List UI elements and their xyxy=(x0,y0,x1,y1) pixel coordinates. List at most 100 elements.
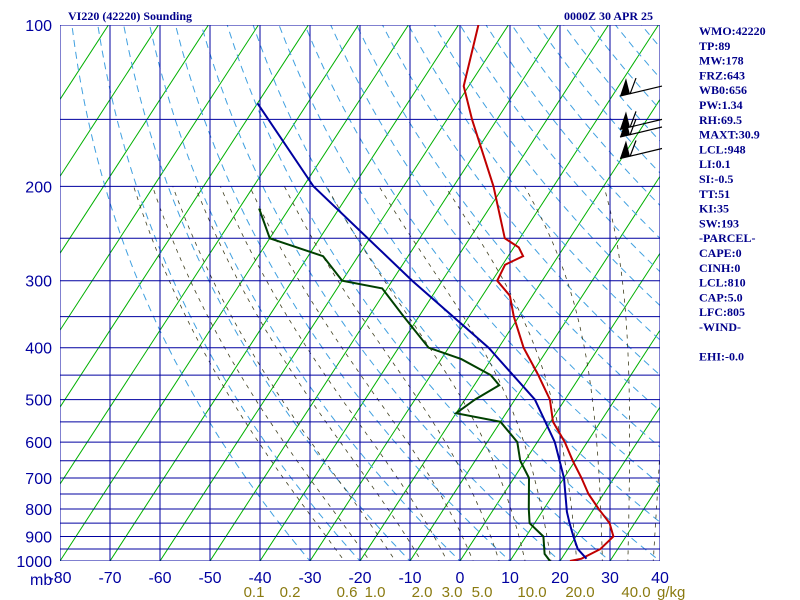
index-line: FRZ:643 xyxy=(699,68,745,82)
index-line: KI:35 xyxy=(699,202,729,216)
dry-adiabat-line xyxy=(252,25,660,561)
index-line: TP:89 xyxy=(699,39,730,53)
temperature-tick-label: 30 xyxy=(601,570,619,587)
index-line: EHI:-0.0 xyxy=(699,350,744,364)
index-line: LCL:810 xyxy=(699,276,746,290)
isotherm-line xyxy=(459,252,660,561)
pressure-tick-label: 400 xyxy=(25,341,52,358)
sounding-profiles xyxy=(256,25,615,561)
index-line: CAPE:0 xyxy=(699,246,742,260)
pressure-tick-label: 600 xyxy=(25,435,52,452)
pressure-temperature-grid xyxy=(60,25,660,561)
index-line: LFC:805 xyxy=(699,305,745,319)
pressure-tick-label: 500 xyxy=(25,393,52,410)
moist-adiabat-line xyxy=(652,445,660,561)
index-line: -PARCEL- xyxy=(699,231,755,245)
index-line: WMO:42220 xyxy=(699,24,766,38)
isotherm-line xyxy=(509,329,660,561)
dry-adiabats xyxy=(71,25,660,561)
mixing-ratio-label: 0.6 xyxy=(337,584,358,600)
wind-barb-flag xyxy=(620,111,630,130)
wind-barb xyxy=(619,118,663,138)
stability-indices-panel: WMO:42220TP:89MW:178FRZ:643WB0:656PW:1.3… xyxy=(699,24,766,364)
index-line: MW:178 xyxy=(699,54,744,68)
dry-adiabat-line xyxy=(330,25,660,448)
index-line: -WIND- xyxy=(699,320,741,334)
mixing-ratio-label: 10.0 xyxy=(517,584,546,600)
pressure-tick-label: 300 xyxy=(25,274,52,291)
wind-barb-feather xyxy=(629,140,637,157)
temperature-tick-label: -20 xyxy=(348,570,371,587)
index-line: MAXT:30.9 xyxy=(699,128,760,142)
isotherm-line xyxy=(60,25,309,409)
isotherm-line xyxy=(60,25,159,178)
dry-adiabat-line xyxy=(149,25,461,561)
mixing-ratio-labels: 0.1 0.2 0.6 1.0 2.0 3.0 5.0 10.0 20.0 40.0 xyxy=(244,584,651,600)
temperature-tick-label: -30 xyxy=(298,570,321,587)
isotherm-line xyxy=(60,25,359,485)
moist-adiabat-line xyxy=(326,186,526,561)
moist-adiabat-line xyxy=(603,186,630,561)
pressure-axis-labels: 100 200 300 400 500 600 700 800 900 1000 xyxy=(16,18,52,571)
pressure-tick-label: 1000 xyxy=(16,554,52,571)
wind-barbs xyxy=(619,77,663,160)
index-line: SW:193 xyxy=(699,216,739,230)
index-line: CINH:0 xyxy=(699,261,740,275)
sounding-time: 0000Z 30 APR 25 xyxy=(564,9,653,23)
temperature-tick-label: 20 xyxy=(551,570,569,587)
mixing-ratio-unit-label: g/kg xyxy=(657,584,685,600)
temperature-tick-label: -70 xyxy=(98,570,121,587)
moist-adiabat-line xyxy=(220,186,448,561)
parcel-profile xyxy=(256,102,588,560)
moist-adiabat-line xyxy=(249,186,474,561)
dry-adiabat-line xyxy=(97,25,361,561)
index-line: PW:1.34 xyxy=(699,98,743,112)
moist-adiabat-line xyxy=(172,186,396,561)
wind-barb-flag xyxy=(620,140,630,159)
moist-adiabat-line xyxy=(444,186,578,561)
index-line: LCL:948 xyxy=(699,142,746,156)
mixing-ratio-label: 5.0 xyxy=(472,584,493,600)
dry-adiabat-line xyxy=(174,25,511,561)
isotherm-line xyxy=(209,25,559,561)
temperature-tick-label: -50 xyxy=(198,570,221,587)
temperature-tick-label: 40 xyxy=(651,570,669,587)
mixing-ratio-label: 40.0 xyxy=(621,584,650,600)
dry-adiabat-line xyxy=(588,25,660,111)
index-line: TT:51 xyxy=(699,187,730,201)
mixing-ratio-label: 0.2 xyxy=(280,584,301,600)
mixing-ratio-label: 20.0 xyxy=(565,584,594,600)
dry-adiabat-line xyxy=(200,25,561,561)
temperature-axis-labels: -80 -70 -60 -50 -40 -30 -20 -10 0 10 20 30 40 xyxy=(48,570,669,587)
wind-barb-flag xyxy=(620,119,630,138)
wind-barb-feather xyxy=(629,111,637,128)
mixing-ratio-label: 0.1 xyxy=(244,584,265,600)
mixing-ratio-label: 1.0 xyxy=(365,584,386,600)
pressure-tick-label: 800 xyxy=(25,502,52,519)
temperature-tick-label: 0 xyxy=(456,570,465,587)
moist-adiabat-line xyxy=(194,186,422,561)
mixing-ratio-label: 2.0 xyxy=(412,584,433,600)
moist-adiabat-line xyxy=(524,186,603,561)
temperature-profile xyxy=(462,25,615,561)
index-line: SI:-0.5 xyxy=(699,172,733,186)
dry-adiabat-line xyxy=(511,25,660,207)
moist-adiabat-line xyxy=(152,186,371,561)
index-line: WB0:656 xyxy=(699,83,747,97)
isotherm-line xyxy=(309,25,659,561)
temperature-tick-label: -10 xyxy=(398,570,421,587)
pressure-tick-label: 900 xyxy=(25,529,52,546)
isotherm-line xyxy=(60,25,209,255)
moist-adiabat-line xyxy=(284,186,500,561)
isotherm-line xyxy=(259,25,609,561)
wind-barb-feather xyxy=(629,77,637,95)
isotherm-line xyxy=(60,25,109,101)
isotherm-line xyxy=(359,98,660,561)
wind-barb xyxy=(619,140,663,160)
dry-adiabat-line xyxy=(485,25,660,239)
temperature-tick-label: 10 xyxy=(501,570,519,587)
mixing-ratio-label: 3.0 xyxy=(442,584,463,600)
pressure-tick-label: 200 xyxy=(25,179,52,196)
isotherm-lines xyxy=(60,25,660,561)
isotherm-line xyxy=(109,25,459,561)
